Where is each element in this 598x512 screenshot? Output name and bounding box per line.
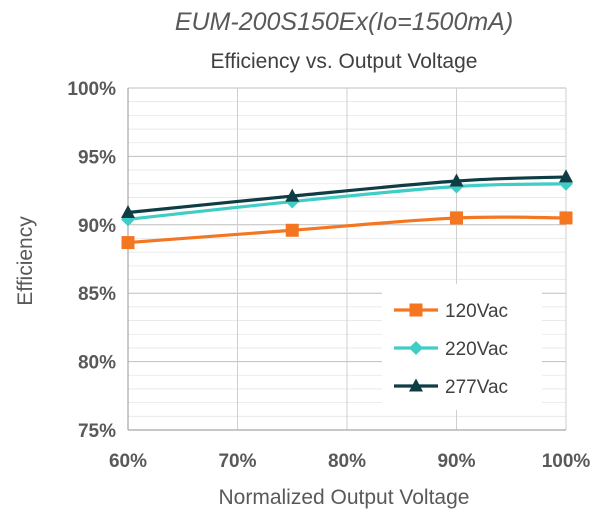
data-point-277Vac [121,204,135,218]
y-axis-label: Efficiency [14,216,37,306]
x-axis-label: Normalized Output Voltage [219,486,470,509]
y-tick-label: 95% [78,147,116,168]
data-point-277Vac [449,173,464,187]
data-point-277Vac [559,169,573,183]
series-line-220Vac [127,182,567,221]
legend-marker [409,303,423,317]
series-line-120Vac [127,215,567,245]
data-point-120Vac [121,236,135,250]
y-tick-label: 80% [78,353,116,374]
data-point-277Vac [285,188,300,202]
x-tick-label: 90% [437,451,475,472]
y-tick-label: 85% [78,284,116,305]
data-point-120Vac [450,211,463,225]
legend-marker [409,378,423,392]
legend-label: 220Vac [445,339,508,360]
series-line-277Vac [127,175,567,215]
data-point-120Vac [285,223,299,237]
x-tick-label: 60% [109,451,147,472]
legend-label: 277Vac [445,377,508,398]
y-tick-label: 90% [78,216,116,237]
x-tick-label: 80% [328,451,366,472]
plot-area: 75% 80% 85% 90% 95% 100% 60% 70% 80% 90% 100% 120Va… [67,79,590,472]
legend-marker [409,341,423,355]
chart-subtitle: Efficiency vs. Output Voltage [211,50,478,73]
y-tick-label: 75% [78,421,116,442]
x-tick-label: 100% [542,451,591,472]
chart-title: EUM-200S150Ex(Io=1500mA) [175,8,513,36]
y-tick-label: 100% [67,79,116,100]
data-point-120Vac [559,211,573,225]
legend-label: 120Vac [445,301,508,322]
x-tick-label: 70% [218,451,256,472]
